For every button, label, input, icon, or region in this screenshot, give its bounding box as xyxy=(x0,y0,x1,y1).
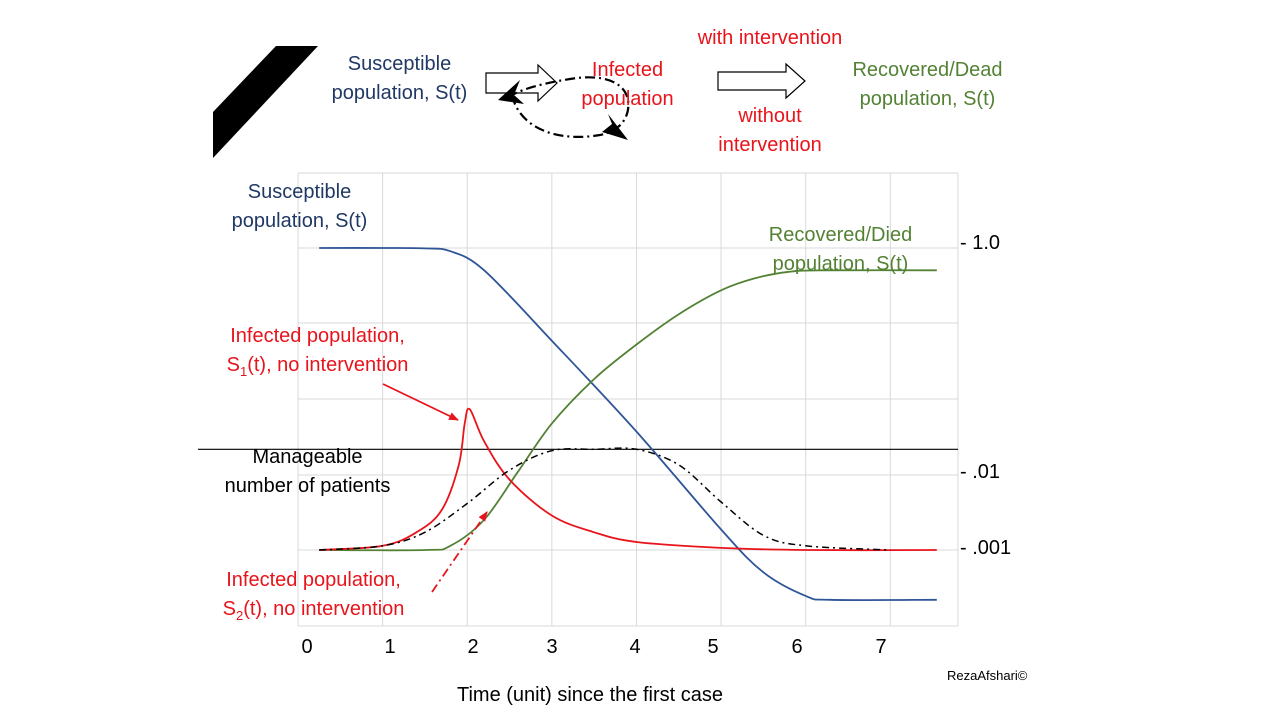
infected1-line2: S1(t), no intervention xyxy=(200,351,435,386)
susceptible-to-infected-arrow xyxy=(485,63,558,103)
chart-recovered-label: Recovered/Died population, S(t) xyxy=(748,221,933,279)
loop-arrowhead-top xyxy=(498,80,524,104)
top-infected-label: Infected population xyxy=(565,56,690,114)
susceptible-series-line xyxy=(319,247,937,602)
loop-arrowhead-bottom xyxy=(602,114,628,140)
top-susceptible-line2: population, S(t) xyxy=(331,82,468,104)
infected2-suffix: (t), no intervention xyxy=(243,598,405,620)
infected-to-recovered-arrow xyxy=(717,62,806,100)
chart-susceptible-label: Susceptible population, S(t) xyxy=(212,178,387,236)
x-tick-6: 6 xyxy=(791,636,803,658)
y-tick-001: - .001 xyxy=(960,537,1012,559)
y-tick-01: - .01 xyxy=(960,461,1001,483)
x-tick-1: 1 xyxy=(384,636,396,658)
manageable-line2: number of patients xyxy=(224,475,391,497)
without-intervention-label: without intervention xyxy=(690,102,850,160)
top-susceptible-line1: Susceptible xyxy=(347,53,452,75)
infected1-label: Infected population, S1(t), no intervent… xyxy=(200,322,435,386)
infected2-symbol: S xyxy=(222,598,236,620)
infected2-line2: S2(t), no intervention xyxy=(196,595,431,630)
infected1-pointer-arrow xyxy=(382,383,459,421)
infected2-series-line xyxy=(319,447,891,551)
x-tick-5: 5 xyxy=(707,636,719,658)
top-infected-line1: Infected xyxy=(591,59,664,81)
top-recovered-line1: Recovered/Dead xyxy=(852,59,1003,81)
infected2-line1: Infected population, xyxy=(226,569,401,591)
without-intervention-line1: without xyxy=(738,105,802,127)
x-tick-7: 7 xyxy=(875,636,887,658)
without-intervention-line2: intervention xyxy=(718,134,822,156)
infected1-symbol: S xyxy=(226,354,240,376)
top-susceptible-label: Susceptible population, S(t) xyxy=(322,50,477,108)
manageable-label: Manageable number of patients xyxy=(200,443,415,501)
manageable-line1: Manageable xyxy=(252,446,363,468)
recovered-series-line xyxy=(319,269,937,552)
y-tick-1: - 1.0 xyxy=(960,232,1001,254)
chart-recovered-line2: population, S(t) xyxy=(772,253,909,275)
infected1-suffix: (t), no intervention xyxy=(247,354,409,376)
top-recovered-line2: population, S(t) xyxy=(859,88,996,110)
infected2-label: Infected population, S2(t), no intervent… xyxy=(196,566,431,630)
top-recovered-label: Recovered/Dead population, S(t) xyxy=(835,56,1020,114)
x-axis-label: Time (unit) since the first case xyxy=(456,684,723,706)
infected2-subscript: 2 xyxy=(235,608,244,623)
infected1-subscript: 1 xyxy=(239,364,248,379)
chart-susceptible-line2: population, S(t) xyxy=(231,210,368,232)
chart-susceptible-line1: Susceptible xyxy=(247,181,352,203)
with-intervention-label: with intervention xyxy=(697,27,843,49)
top-infected-line2: population xyxy=(581,88,674,110)
x-tick-2: 2 xyxy=(467,636,479,658)
x-tick-4: 4 xyxy=(629,636,641,658)
corner-bar-shape xyxy=(213,46,318,158)
infected1-series-line xyxy=(319,407,937,552)
infected1-line1: Infected population, xyxy=(230,325,405,347)
x-tick-0: 0 xyxy=(301,636,313,658)
x-tick-3: 3 xyxy=(546,636,558,658)
infected2-pointer-arrow xyxy=(431,511,488,593)
chart-series xyxy=(319,247,937,602)
chart-recovered-line1: Recovered/Died xyxy=(768,224,913,246)
credit-text: RezaAfshari© xyxy=(947,668,1028,683)
